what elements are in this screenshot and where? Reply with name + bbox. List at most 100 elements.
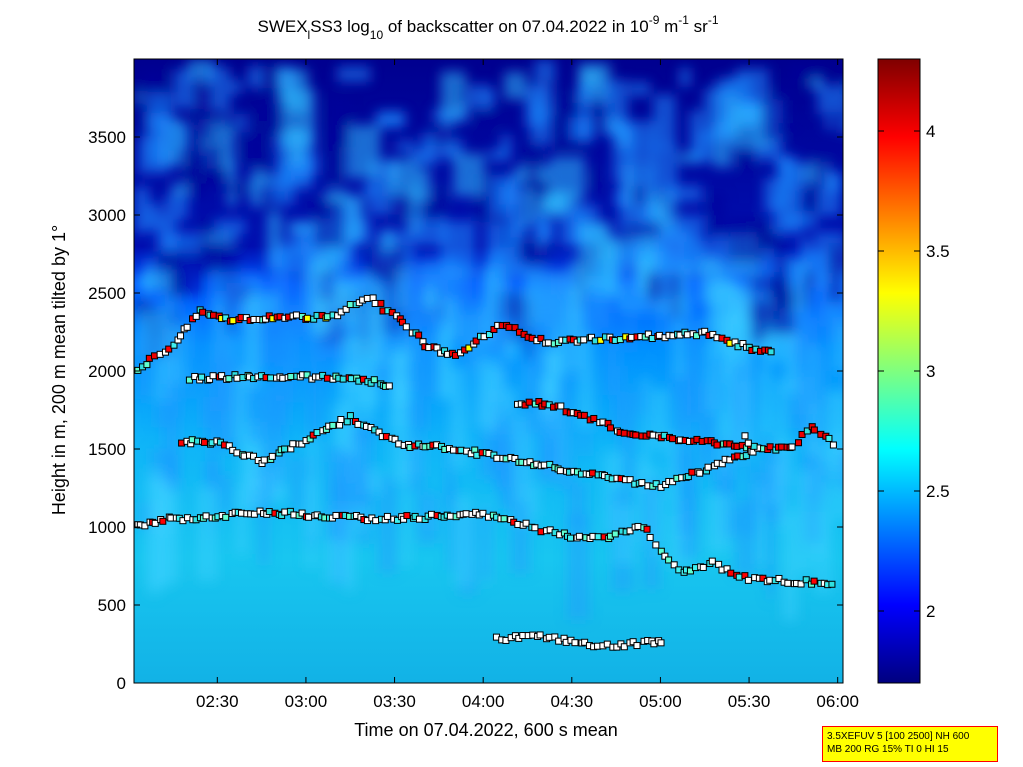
data-marker — [638, 479, 646, 487]
y-axis: 0 500 1000 1500 2000 2500 3000 3500 — [88, 128, 843, 693]
x-tick-label: 03:30 — [373, 692, 416, 711]
x-axis-label: Time on 07.04.2022, 600 s mean — [354, 720, 618, 740]
texture-cell — [768, 89, 791, 100]
info-box: 3.5XEFUV 5 [100 2500] NH 600 MB 200 RG 1… — [822, 726, 998, 762]
data-marker — [303, 314, 311, 322]
texture-cell — [823, 461, 830, 485]
data-marker — [567, 534, 575, 542]
texture-cell — [504, 338, 519, 361]
data-marker — [334, 312, 342, 320]
texture-cell — [838, 455, 843, 489]
texture-cell — [326, 446, 346, 540]
texture-cell — [507, 177, 517, 222]
y-tick-label: 2000 — [88, 362, 126, 381]
data-marker — [170, 341, 178, 349]
texture-cell — [538, 198, 569, 214]
texture-cell — [550, 410, 558, 466]
texture-cell — [427, 140, 436, 152]
texture-cell — [746, 457, 758, 537]
texture-cell — [488, 149, 506, 162]
texture-cell — [679, 477, 699, 560]
data-marker — [363, 294, 371, 302]
texture-cell — [496, 402, 504, 492]
data-marker — [391, 435, 399, 443]
data-marker — [744, 439, 752, 447]
data-marker — [699, 563, 707, 571]
data-marker — [626, 476, 634, 484]
x-tick-label: 03:00 — [285, 692, 328, 711]
texture-cell — [782, 511, 798, 621]
texture-cell — [659, 266, 668, 344]
texture-cell — [515, 287, 532, 338]
data-marker — [644, 330, 652, 338]
texture-cell — [413, 169, 431, 202]
data-marker — [784, 579, 792, 587]
texture-cell — [796, 469, 813, 575]
texture-cell — [653, 492, 662, 558]
data-marker — [588, 333, 596, 341]
texture-cell — [839, 68, 843, 95]
texture-cell — [255, 120, 266, 177]
texture-cell — [481, 508, 492, 580]
data-marker — [200, 438, 208, 446]
texture-cell — [689, 110, 703, 162]
data-marker — [522, 519, 530, 527]
data-marker — [233, 449, 241, 457]
texture-cell — [249, 170, 270, 188]
texture-cell — [637, 457, 649, 547]
texture-cell — [381, 229, 395, 252]
colorbar-tick-label: 4 — [926, 122, 935, 141]
data-marker — [465, 344, 473, 352]
texture-cell — [458, 85, 469, 105]
data-marker — [479, 509, 487, 517]
data-marker — [141, 522, 149, 530]
texture-cell — [170, 318, 182, 418]
texture-cell — [274, 393, 286, 484]
texture-cell — [645, 188, 655, 223]
texture-cell — [735, 365, 744, 429]
colorbar-tick-label: 3 — [926, 362, 935, 381]
y-tick-label: 3000 — [88, 206, 126, 225]
texture-cell — [629, 82, 650, 97]
texture-cell — [146, 480, 170, 589]
texture-cell — [842, 343, 843, 394]
data-marker — [415, 331, 423, 339]
texture-cell — [162, 406, 181, 492]
texture-cell — [712, 465, 737, 494]
data-marker — [798, 430, 806, 438]
x-axis: 02:30 03:00 03:30 04:00 04:30 05:00 05:30 06:00 — [196, 59, 859, 711]
texture-cell — [594, 259, 606, 320]
texture-cell — [528, 483, 539, 517]
data-marker — [701, 327, 709, 335]
data-marker — [537, 334, 545, 342]
data-marker — [544, 339, 552, 347]
texture-cell — [210, 270, 220, 319]
data-marker — [825, 434, 833, 442]
data-marker — [632, 431, 640, 439]
data-marker — [185, 376, 193, 384]
data-marker — [633, 642, 641, 650]
texture-cell — [500, 134, 512, 160]
data-marker — [346, 301, 354, 309]
data-marker — [594, 533, 602, 541]
x-tick-label: 06:00 — [816, 692, 859, 711]
texture-cell — [776, 156, 796, 168]
info-line-2: MB 200 RG 15% TI 0 HI 15 — [827, 744, 949, 755]
texture-cell — [775, 379, 787, 475]
data-marker — [606, 424, 614, 432]
texture-cell — [220, 111, 242, 132]
data-marker — [485, 331, 493, 339]
data-marker — [652, 480, 660, 488]
data-marker — [739, 339, 747, 347]
data-marker — [735, 573, 743, 581]
texture-cell — [721, 283, 743, 342]
data-marker — [339, 375, 347, 383]
data-marker — [383, 512, 391, 520]
data-marker — [151, 352, 159, 360]
texture-cell — [210, 437, 217, 534]
data-marker — [590, 414, 598, 422]
data-marker — [655, 331, 663, 339]
colorbar-tick-label: 2 — [926, 602, 935, 621]
texture-cell — [653, 94, 676, 148]
data-marker — [209, 372, 217, 380]
